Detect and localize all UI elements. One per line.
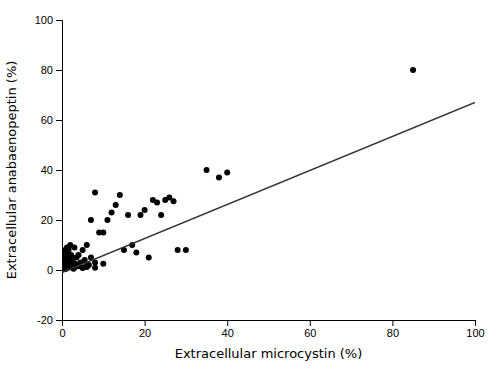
tick: 20 xyxy=(139,320,151,339)
tick-label: 100 xyxy=(35,14,53,26)
point xyxy=(92,190,98,196)
point xyxy=(76,252,82,258)
tick: 0 xyxy=(47,264,62,276)
point xyxy=(224,170,230,176)
point xyxy=(142,207,148,213)
y-axis: -20 0 20 40 60 80 100 xyxy=(35,14,63,326)
point xyxy=(100,261,106,267)
tick: 80 xyxy=(41,64,62,76)
point xyxy=(84,242,90,248)
point xyxy=(410,67,416,73)
point xyxy=(204,167,210,173)
tick-label: 20 xyxy=(139,327,151,339)
x-axis-title: Extracellular microcystin (%) xyxy=(175,346,363,361)
tick-mark xyxy=(56,270,62,271)
point xyxy=(158,212,164,218)
tick-label: 60 xyxy=(41,114,53,126)
tick: 0 xyxy=(59,320,65,339)
tick-mark xyxy=(56,20,62,21)
tick-label: 20 xyxy=(41,214,53,226)
point xyxy=(80,247,86,253)
point xyxy=(133,250,139,256)
point xyxy=(146,255,152,261)
tick-mark xyxy=(227,320,228,326)
point xyxy=(183,247,189,253)
point xyxy=(175,247,181,253)
axis-line xyxy=(63,321,476,327)
tick: 100 xyxy=(35,14,62,26)
tick-label: 0 xyxy=(47,264,53,276)
point xyxy=(71,245,77,251)
point xyxy=(117,192,123,198)
tick: 40 xyxy=(41,164,62,176)
points xyxy=(62,67,416,273)
point xyxy=(154,200,160,206)
tick: -20 xyxy=(37,314,62,326)
point xyxy=(216,175,222,181)
tick-mark xyxy=(475,320,476,326)
tick-label: -20 xyxy=(37,314,53,326)
tick-mark xyxy=(392,320,393,326)
tick-label: 60 xyxy=(304,327,316,339)
tick-label: 100 xyxy=(466,327,484,339)
tick: 100 xyxy=(466,320,484,339)
tick-label: 80 xyxy=(41,64,53,76)
point xyxy=(125,212,131,218)
tick-label: 40 xyxy=(222,327,234,339)
tick-label: 80 xyxy=(387,327,399,339)
chart: 0 20 40 60 80 100 -20 0 20 40 60 80 100 Extracellular… xyxy=(0,0,500,370)
tick: 20 xyxy=(41,214,62,226)
tick: 40 xyxy=(222,320,234,339)
plot: 0 20 40 60 80 100 -20 0 20 40 60 80 100 xyxy=(35,14,485,339)
tick-mark xyxy=(145,320,146,326)
point xyxy=(88,217,94,223)
tick-mark xyxy=(56,220,62,221)
point xyxy=(104,217,110,223)
point xyxy=(137,212,143,218)
point xyxy=(100,230,106,236)
marks xyxy=(62,67,475,273)
point xyxy=(92,265,98,271)
point xyxy=(109,210,115,216)
y-axis-title: Extracellular anabaenopeptin (%) xyxy=(4,61,19,280)
tick-mark xyxy=(56,170,62,171)
tick-mark xyxy=(56,70,62,71)
tick-label: 40 xyxy=(41,164,53,176)
point xyxy=(171,198,177,204)
tick-mark xyxy=(56,320,62,321)
regression-line xyxy=(62,103,475,273)
tick-mark xyxy=(56,120,62,121)
point xyxy=(113,202,119,208)
tick: 80 xyxy=(387,320,399,339)
x-axis: 0 20 40 60 80 100 xyxy=(59,320,484,339)
tick: 60 xyxy=(304,320,316,339)
point xyxy=(84,264,90,270)
tick: 60 xyxy=(41,114,62,126)
axis-line xyxy=(56,21,63,321)
tick-label: 0 xyxy=(59,327,65,339)
tick-mark xyxy=(310,320,311,326)
